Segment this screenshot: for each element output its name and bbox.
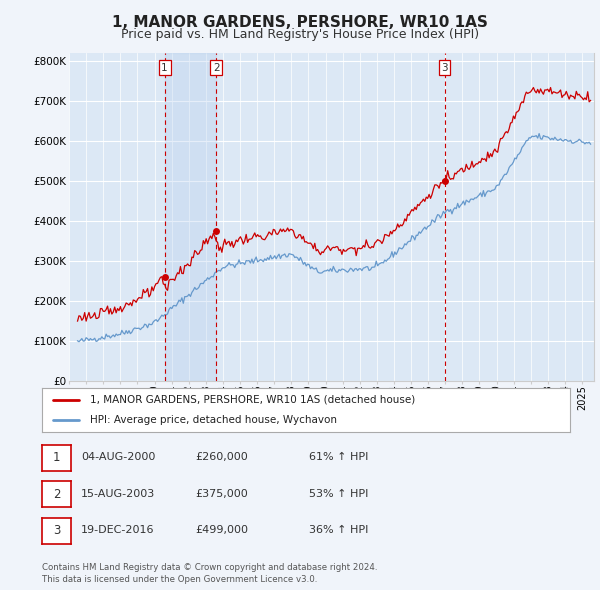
- Text: 19-DEC-2016: 19-DEC-2016: [81, 526, 155, 535]
- Text: £499,000: £499,000: [195, 526, 248, 535]
- Text: 36% ↑ HPI: 36% ↑ HPI: [309, 526, 368, 535]
- Text: £260,000: £260,000: [195, 453, 248, 462]
- Text: £375,000: £375,000: [195, 489, 248, 499]
- Text: Price paid vs. HM Land Registry's House Price Index (HPI): Price paid vs. HM Land Registry's House …: [121, 28, 479, 41]
- Text: 3: 3: [441, 63, 448, 73]
- Text: HPI: Average price, detached house, Wychavon: HPI: Average price, detached house, Wych…: [89, 415, 337, 425]
- Text: 2: 2: [53, 488, 60, 501]
- Text: 1: 1: [53, 451, 60, 464]
- Text: 53% ↑ HPI: 53% ↑ HPI: [309, 489, 368, 499]
- Text: Contains HM Land Registry data © Crown copyright and database right 2024.
This d: Contains HM Land Registry data © Crown c…: [42, 563, 377, 584]
- Text: 04-AUG-2000: 04-AUG-2000: [81, 453, 155, 462]
- Text: 15-AUG-2003: 15-AUG-2003: [81, 489, 155, 499]
- Text: 3: 3: [53, 525, 60, 537]
- Text: 2: 2: [213, 63, 220, 73]
- Text: 1, MANOR GARDENS, PERSHORE, WR10 1AS (detached house): 1, MANOR GARDENS, PERSHORE, WR10 1AS (de…: [89, 395, 415, 405]
- Text: 1, MANOR GARDENS, PERSHORE, WR10 1AS: 1, MANOR GARDENS, PERSHORE, WR10 1AS: [112, 15, 488, 30]
- Text: 1: 1: [161, 63, 168, 73]
- Text: 61% ↑ HPI: 61% ↑ HPI: [309, 453, 368, 462]
- Bar: [164, 53, 217, 381]
